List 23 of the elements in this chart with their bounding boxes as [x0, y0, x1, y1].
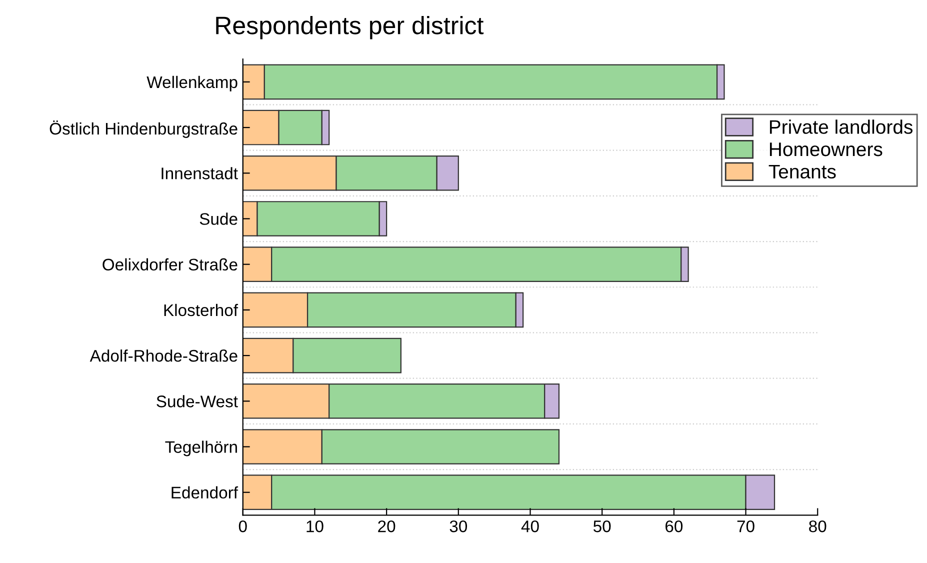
x-tick-label: 70: [737, 520, 754, 532]
y-tick-label: Oelixdorfer Straße: [102, 258, 238, 271]
x-tick-label: 60: [666, 520, 683, 532]
x-tick-label: 40: [521, 520, 539, 532]
legend-label: Tenants: [768, 164, 836, 179]
y-tick-label: Adolf-Rhode-Straße: [90, 349, 238, 362]
legend-label: Homeowners: [770, 142, 882, 156]
x-tick-label: 50: [593, 520, 611, 532]
x-tick-label: 80: [809, 520, 826, 532]
y-tick-label: Wellenkamp: [146, 76, 238, 92]
y-tick-label: Edendorf: [172, 486, 238, 499]
y-tick-label: Sude-West: [156, 395, 238, 408]
y-tick-label: Sude: [200, 212, 238, 225]
x-tick-label: 10: [306, 520, 324, 532]
chart-title: Respondents per district: [216, 16, 484, 40]
x-tick-label: 30: [450, 520, 468, 532]
y-tick-label: Östlich Hindenburgstraße: [50, 120, 238, 138]
y-tick-label: Innenstadt: [162, 167, 238, 180]
legend-label: Private landlords: [770, 120, 913, 134]
y-tick-label: Klosterhof: [164, 304, 238, 316]
x-tick-label: 20: [378, 520, 396, 532]
y-tick-label: Tegelhörn: [165, 440, 237, 456]
x-tick-label: 0: [238, 520, 247, 532]
